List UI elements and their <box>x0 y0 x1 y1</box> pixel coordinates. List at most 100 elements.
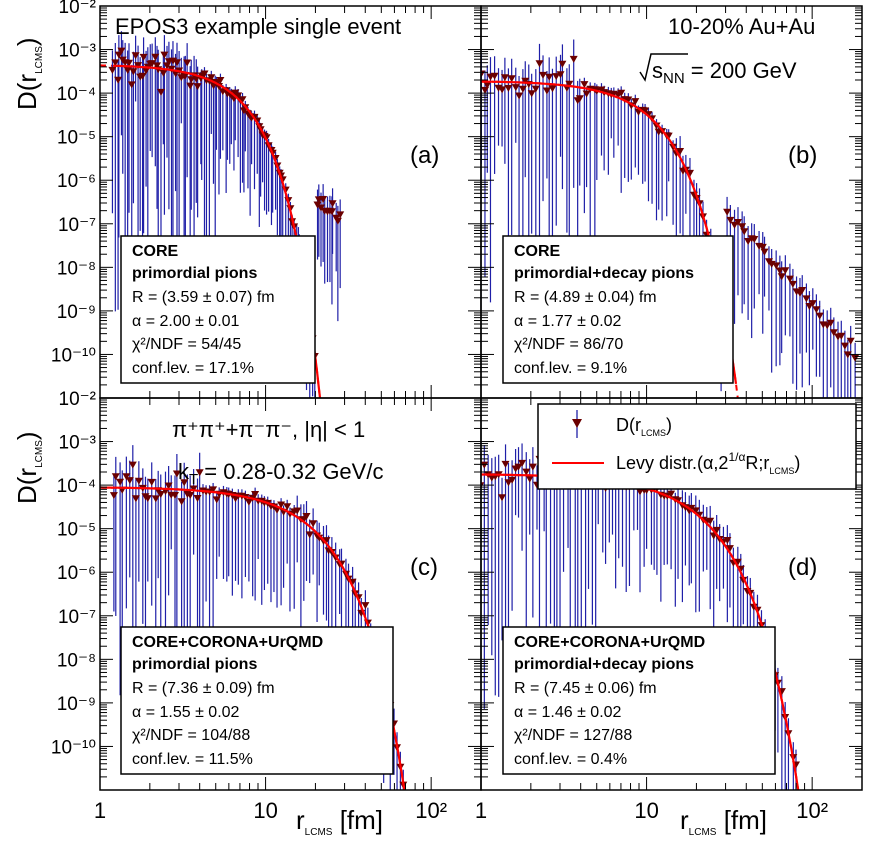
data-point <box>558 60 567 68</box>
figure-title: EPOS3 example single event <box>115 14 401 39</box>
system-label: 10-20% Au+Au <box>668 14 815 39</box>
data-point <box>125 59 133 67</box>
data-point <box>116 478 125 486</box>
data-point <box>193 495 202 502</box>
data-point <box>277 501 286 509</box>
data-point <box>134 477 143 485</box>
panel-label-b: (b) <box>788 142 817 169</box>
x-axis-label-right: rLCMS [fm] <box>680 805 767 837</box>
info-box-b: CORE primordial+decay pions R = (4.89 ± … <box>502 235 734 384</box>
data-point <box>802 295 811 303</box>
y-tick-label: 10⁻⁶ <box>57 563 96 584</box>
data-point <box>319 196 328 203</box>
panel-c: 10⁻¹⁰ 10⁻⁹ 10⁻⁸ 10⁻⁷ 10⁻⁶ 10⁻⁵ 10⁻⁴ 10⁻³ 10⁻² 1 10… <box>51 389 482 823</box>
data-point <box>498 86 507 94</box>
data-point <box>129 68 138 76</box>
data-point <box>527 90 536 98</box>
data-point <box>691 507 700 515</box>
data-point <box>361 602 370 610</box>
data-point <box>186 82 195 90</box>
legend-fit-label: Levy distr.(α,21/αR;rLCMS) <box>616 450 800 476</box>
data-point <box>111 59 120 67</box>
y-tick-label: 10⁻⁷ <box>58 607 96 628</box>
info-c-line4: α = 1.55 ± 0.02 <box>132 704 240 721</box>
data-point <box>490 72 499 80</box>
info-b-line4: α = 1.77 ± 0.02 <box>514 313 622 330</box>
data-point <box>134 62 143 70</box>
data-point <box>535 60 544 68</box>
data-point <box>744 238 753 245</box>
data-point <box>631 98 640 106</box>
data-point <box>515 92 524 100</box>
data-point <box>186 492 195 499</box>
data-point <box>539 71 547 79</box>
y-tick-label: 10⁻⁸ <box>57 258 96 279</box>
y-tick-label: 10⁻² <box>59 0 97 18</box>
data-point <box>840 342 849 350</box>
data-point <box>123 67 132 74</box>
data-point <box>829 329 838 337</box>
data-point <box>183 59 192 67</box>
sqrt-sign <box>639 53 688 82</box>
data-point <box>305 531 314 539</box>
data-point <box>644 111 653 119</box>
data-point <box>582 90 591 98</box>
info-c-line6: conf.lev. = 11.5% <box>132 751 253 768</box>
data-point <box>758 243 767 251</box>
data-point <box>641 107 650 115</box>
data-point <box>508 476 517 484</box>
data-point <box>760 248 769 256</box>
panel-c-marks <box>100 445 408 790</box>
data-point <box>518 459 527 467</box>
data-point <box>109 492 118 500</box>
y-tick-label: 10⁻⁴ <box>57 476 96 497</box>
data-point <box>531 85 540 93</box>
y-tick-label: 10⁻⁸ <box>57 650 96 671</box>
panel-label-a: (a) <box>410 142 439 169</box>
data-point <box>138 72 147 80</box>
data-point <box>511 84 520 92</box>
data-point <box>322 537 331 545</box>
data-point <box>125 477 134 485</box>
y-tick-label: 10⁻³ <box>59 433 97 454</box>
data-point <box>652 122 661 130</box>
data-point <box>826 319 835 327</box>
data-point <box>147 478 156 486</box>
info-c-line2: primordial pions <box>132 656 257 673</box>
data-point <box>251 491 260 498</box>
data-point <box>548 85 557 93</box>
data-point <box>293 507 302 515</box>
info-a-line2: primordial pions <box>132 265 257 282</box>
data-point <box>200 70 209 78</box>
data-point <box>740 228 749 236</box>
data-point <box>114 76 123 84</box>
data-point <box>131 52 140 60</box>
data-point <box>775 267 784 275</box>
data-point <box>676 148 685 155</box>
info-box-d: CORE+CORONA+UrQMD primordial+decay pions… <box>502 626 776 775</box>
info-a-line6: conf.lev. = 17.1% <box>132 360 254 377</box>
y-tick-label: 10⁻³ <box>59 41 97 62</box>
info-box-c: CORE+CORONA+UrQMD primordial pions R = (… <box>120 626 394 775</box>
data-point <box>507 75 516 83</box>
info-c-line3: R = (7.36 ± 0.09) fm <box>132 680 275 697</box>
x-tick-label: 10² <box>796 798 828 823</box>
particles-label: π⁺π⁺+π⁻π⁻, |η| < 1 <box>172 417 365 442</box>
y-tick-label: 10⁻⁶ <box>57 171 96 192</box>
data-point <box>177 498 186 506</box>
data-point <box>117 47 126 55</box>
data-point <box>733 558 742 566</box>
info-d-line2: primordial+decay pions <box>514 656 694 673</box>
legend: D(rLCMS) Levy distr.(α,21/αR;rLCMS) <box>537 403 857 490</box>
data-point <box>805 303 814 310</box>
data-point <box>309 520 318 528</box>
info-b-line1: CORE <box>514 243 561 260</box>
data-point <box>565 80 574 88</box>
info-box-a: CORE primordial pions R = (3.59 ± 0.07) … <box>120 235 316 384</box>
data-point <box>556 71 565 79</box>
info-a-line4: α = 2.00 ± 0.01 <box>132 313 240 330</box>
data-point <box>234 92 243 100</box>
info-c-line5: χ²/NDF = 104/88 <box>132 727 250 744</box>
data-point <box>843 351 852 359</box>
data-point <box>164 482 173 490</box>
